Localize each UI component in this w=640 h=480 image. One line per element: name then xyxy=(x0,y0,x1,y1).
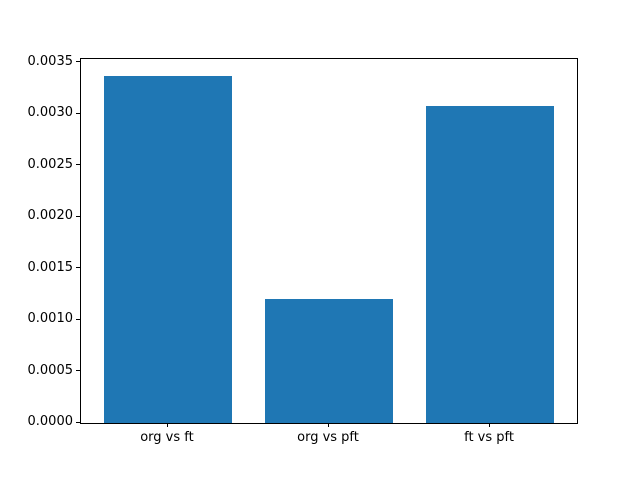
y-tick-label: 0.0020 xyxy=(27,208,74,224)
y-tick-label: 0.0000 xyxy=(27,414,74,429)
x-tick-label: org vs pft xyxy=(297,430,359,445)
bar-ft-vs-pft xyxy=(425,106,555,423)
bar-org-vs-pft xyxy=(264,299,394,423)
x-tick-label: ft vs pft xyxy=(464,430,514,445)
y-tick-label: 0.0030 xyxy=(27,105,74,121)
y-tick-mark xyxy=(76,267,80,269)
y-tick-mark xyxy=(76,370,80,372)
y-tick-mark xyxy=(76,164,80,166)
y-tick-label: 0.0015 xyxy=(27,259,74,275)
plot-area xyxy=(80,58,578,424)
y-tick-mark xyxy=(76,215,80,217)
y-tick-mark xyxy=(76,61,80,63)
x-tick-mark xyxy=(489,423,491,427)
y-tick-label: 0.0035 xyxy=(27,53,74,69)
x-tick-mark xyxy=(166,423,168,427)
y-tick-label: 0.0025 xyxy=(27,156,74,172)
bar-org-vs-ft xyxy=(103,76,233,423)
x-tick-mark xyxy=(328,423,329,427)
x-tick-label: org vs ft xyxy=(140,430,194,445)
y-tick-mark xyxy=(76,112,80,114)
y-tick-mark xyxy=(76,318,80,320)
y-tick-label: 0.0010 xyxy=(27,311,74,327)
y-tick-mark xyxy=(76,421,80,423)
y-tick-label: 0.0005 xyxy=(27,362,74,378)
